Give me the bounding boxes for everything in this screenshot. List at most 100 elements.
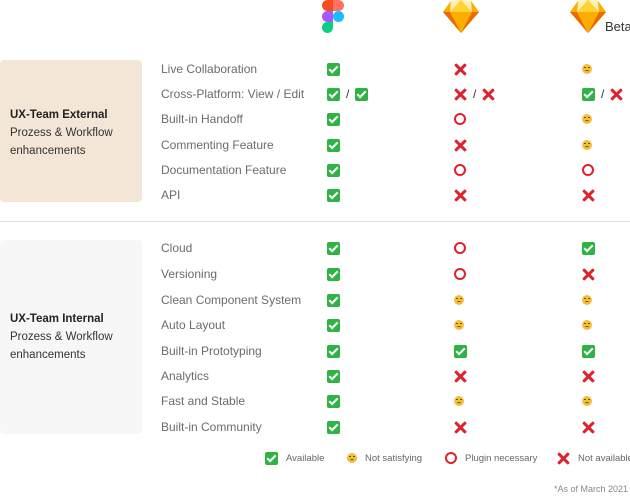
check-icon [327, 138, 340, 152]
table-row: API [0, 185, 630, 205]
table-row: Built-in Prototyping [0, 341, 630, 361]
table-row: Clean Component System [0, 290, 630, 310]
figma-logo-icon [322, 0, 344, 33]
feature-label: Clean Component System [161, 293, 302, 307]
cross-icon [454, 189, 467, 202]
table-row: Built-in Community [0, 417, 630, 437]
feature-label: Built-in Community [161, 420, 262, 434]
sad-face-icon [347, 453, 357, 463]
table-row: Commenting Feature [0, 135, 630, 155]
sketch-status-cell [454, 241, 466, 255]
sketch-status-cell [454, 62, 467, 76]
legend-label: Available [286, 452, 325, 464]
feature-label: Auto Layout [161, 318, 226, 332]
sketch-status-cell [454, 163, 466, 177]
separator: / [473, 87, 477, 101]
legend-not-satisfying: Not satisfying [347, 451, 422, 465]
beta-status-cell [582, 241, 595, 255]
sad-face-icon [582, 114, 592, 124]
group-subtitle: Prozess & Workflow [10, 331, 113, 343]
feature-label: Analytics [161, 369, 210, 383]
figma-status-cell [327, 318, 340, 332]
table-row: Live Collaboration [0, 59, 630, 79]
table-row: Cloud [0, 238, 630, 258]
legend-label: Not satisfying [365, 452, 423, 464]
cross-icon [557, 452, 570, 465]
group-subtitle: Prozess & Workflow [10, 127, 113, 139]
circle-icon [445, 452, 457, 464]
sketch-status-cell [454, 112, 466, 126]
feature-label: Documentation Feature [161, 163, 287, 177]
feature-label: Versioning [161, 267, 218, 281]
cross-icon [454, 421, 467, 434]
sketch-status-cell [454, 394, 464, 408]
check-icon [327, 369, 340, 383]
circle-icon [454, 113, 466, 125]
beta-status-cell [582, 267, 595, 281]
legend-not-available: Not available [557, 451, 630, 465]
beta-status-cell [582, 318, 592, 332]
sketch-status-cell [454, 344, 467, 358]
legend-label: Plugin necessary [465, 452, 538, 464]
sketch-status-cell [454, 420, 467, 434]
figma-status-cell [327, 138, 340, 152]
check-icon [582, 241, 595, 255]
beta-status-cell: / [582, 87, 623, 101]
figma-status-cell [327, 163, 340, 177]
beta-badge: Beta [605, 19, 630, 34]
beta-status-cell [582, 344, 595, 358]
check-icon [327, 163, 340, 177]
sad-face-icon [582, 320, 592, 330]
check-icon [454, 344, 467, 358]
sketch-status-cell [454, 188, 467, 202]
table-row: Cross-Platform: View / Edit / / / [0, 84, 630, 104]
group-subtitle: enhancements [10, 145, 86, 157]
table-row: Versioning [0, 264, 630, 284]
check-icon [327, 293, 340, 307]
cross-icon [582, 421, 595, 434]
check-icon [582, 87, 595, 101]
sketch-status-cell [454, 293, 464, 307]
circle-icon [454, 268, 466, 280]
cross-icon [610, 88, 623, 101]
separator: / [601, 87, 605, 101]
separator: / [346, 87, 350, 101]
feature-label: Built-in Handoff [161, 112, 243, 126]
sad-face-icon [454, 320, 464, 330]
figma-status-cell [327, 267, 340, 281]
sketch-status-cell: / [454, 87, 495, 101]
sketch-beta-logo-icon [570, 0, 606, 33]
sketch-logo-icon [443, 0, 479, 33]
section-divider [0, 221, 630, 222]
sad-face-icon [454, 295, 464, 305]
table-row: Auto Layout [0, 315, 630, 335]
check-icon [327, 394, 340, 408]
check-icon [327, 318, 340, 332]
figma-status-cell [327, 241, 340, 255]
sketch-status-cell [454, 369, 467, 383]
sketch-status-cell [454, 138, 467, 152]
beta-status-cell [582, 420, 595, 434]
check-icon [265, 451, 278, 465]
beta-status-cell [582, 138, 592, 152]
feature-label: API [161, 188, 181, 202]
cross-icon [582, 268, 595, 281]
figma-status-cell [327, 293, 340, 307]
check-icon [582, 344, 595, 358]
feature-label: Cross-Platform: View / Edit [161, 87, 305, 101]
check-icon [327, 267, 340, 281]
table-row: Documentation Feature [0, 160, 630, 180]
group-title: UX-Team Internal [10, 313, 104, 325]
check-icon [355, 87, 369, 101]
check-icon [327, 62, 340, 76]
legend-available: Available [265, 451, 324, 465]
circle-icon [582, 164, 594, 176]
beta-status-cell [582, 369, 595, 383]
check-icon [327, 344, 340, 358]
sad-face-icon [582, 295, 592, 305]
feature-label: Cloud [161, 241, 193, 255]
feature-label: Fast and Stable [161, 394, 246, 408]
figma-status-cell: / [327, 87, 369, 101]
figma-status-cell [327, 188, 340, 202]
cross-icon [582, 189, 595, 202]
